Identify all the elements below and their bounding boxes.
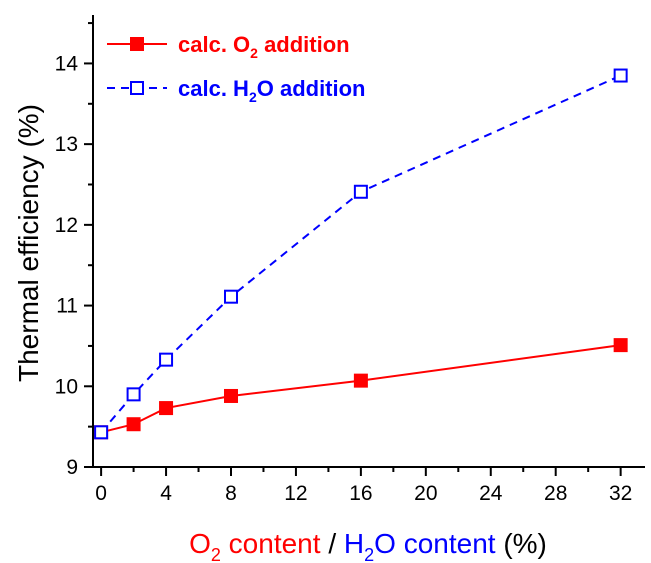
subscript: 2 [364, 545, 374, 563]
x-axis-title: O2 content / H2O content (%) [189, 528, 547, 563]
text-part: content [221, 528, 321, 559]
data-point-open-square [224, 289, 238, 304]
data-point-filled-square [613, 338, 628, 353]
x-tick-label: 0 [95, 482, 107, 505]
text-part: / [321, 528, 344, 559]
data-point-open-square [613, 68, 628, 83]
legend-label: calc. O2 addition [178, 32, 350, 61]
text-part: (%) [496, 528, 547, 559]
series-0 [94, 338, 628, 440]
y-tick-label: 13 [55, 133, 78, 156]
legend-marker-filled-square [130, 37, 144, 51]
series-line [100, 74, 622, 433]
y-tick-label: 14 [55, 52, 79, 75]
text-part: addition [258, 32, 350, 57]
y-tick-label: 10 [55, 375, 78, 398]
data-point-open-square [94, 425, 109, 440]
text-part: O [189, 528, 211, 559]
y-axis-title: Thermal efficiency (%) [13, 104, 44, 382]
subscript: 2 [250, 45, 258, 61]
data-point-filled-square [126, 417, 141, 432]
series-1 [94, 68, 628, 440]
data-point-open-square [353, 184, 368, 199]
legend-label: calc. H2O addition [178, 76, 366, 105]
text-part: calc. H [178, 76, 249, 101]
data-point-open-square [159, 352, 174, 367]
x-tick-label: 12 [284, 482, 307, 505]
plot-axes: 9 10 11 12 13 14 0 4 8 12 16 20 24 28 32 [55, 15, 645, 505]
x-tick-label: 32 [609, 482, 632, 505]
series-layer [94, 68, 628, 440]
y-tick-label: 9 [66, 456, 78, 479]
x-tick-label: 20 [414, 482, 437, 505]
text-part: H [344, 528, 364, 559]
text-part: calc. O [178, 32, 250, 57]
subscript: 2 [211, 545, 221, 563]
text-part: O content [374, 528, 496, 559]
data-point-filled-square [224, 388, 238, 403]
text-part: O addition [257, 76, 366, 101]
x-tick-label: 16 [349, 482, 372, 505]
series-line [100, 344, 621, 434]
x-tick-label: 28 [544, 482, 567, 505]
y-tick-label: 12 [55, 214, 78, 237]
data-point-filled-square [353, 373, 368, 388]
x-tick-label: 8 [225, 482, 237, 505]
x-tick-label: 24 [479, 482, 503, 505]
y-tick-label: 11 [56, 295, 78, 318]
legend-marker-open-square [130, 81, 144, 95]
x-tick-label: 4 [160, 482, 172, 505]
subscript: 2 [249, 89, 257, 105]
data-point-open-square [126, 387, 141, 402]
data-point-filled-square [159, 401, 174, 416]
